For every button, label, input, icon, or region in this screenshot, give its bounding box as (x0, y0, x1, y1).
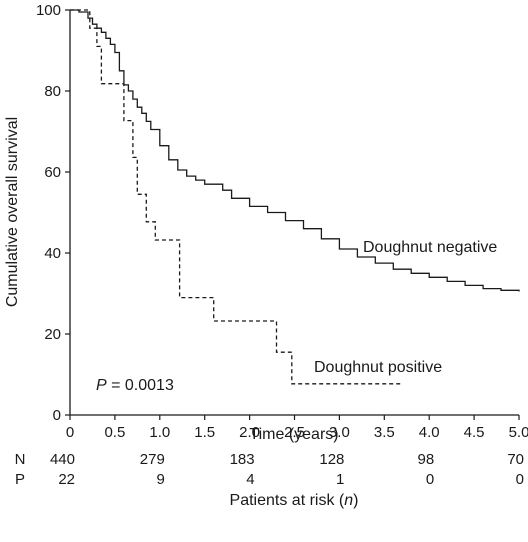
x-tick-label: 2.5 (284, 424, 305, 441)
series-line-doughnut-positive (70, 9, 403, 385)
x-tick-label: 0.5 (104, 424, 125, 441)
y-tick-label: 80 (44, 83, 61, 100)
at-risk-row-label: P (15, 471, 25, 488)
y-ticks: 0 20 40 60 80 100 (36, 2, 70, 424)
at-risk-cell: 22 (58, 471, 75, 488)
x-tick-label: 1.0 (149, 424, 170, 441)
at-risk-cell: 70 (507, 451, 524, 468)
x-tick-label: 2.0 (239, 424, 260, 441)
x-tick-label: 3.0 (329, 424, 350, 441)
p-value-text: = 0.0013 (107, 377, 174, 394)
p-value-annotation: P = 0.0013 (96, 377, 174, 394)
p-value-symbol: P (96, 377, 107, 394)
at-risk-cell: 279 (140, 451, 165, 468)
x-tick-label: 4.5 (464, 424, 485, 441)
at-risk-cell: 128 (319, 451, 344, 468)
at-risk-cell: 0 (516, 471, 524, 488)
x-tick-label: 4.0 (419, 424, 440, 441)
y-tick-label: 100 (36, 2, 61, 19)
at-risk-cell: 9 (156, 471, 164, 488)
axes (69, 10, 519, 416)
series-label-positive: Doughnut positive (314, 359, 442, 376)
x-tick-label: 0 (66, 424, 74, 441)
series-line-doughnut-negative (70, 9, 520, 292)
at-risk-table: N 440 279 183 128 98 70 P 22 9 4 1 0 0 (15, 451, 524, 488)
y-tick-label: 60 (44, 164, 61, 181)
at-risk-title-var: n (344, 492, 353, 509)
at-risk-cell: 440 (50, 451, 75, 468)
at-risk-cell: 183 (230, 451, 255, 468)
x-ticks: 0 0.5 1.0 1.5 2.0 2.5 3.0 3.5 4.0 4.5 5.0 (66, 415, 528, 441)
at-risk-title: Patients at risk (n) (230, 492, 359, 509)
x-tick-label: 3.5 (374, 424, 395, 441)
at-risk-title-end: ) (353, 492, 358, 509)
x-tick-label: 1.5 (194, 424, 215, 441)
at-risk-cell: 98 (418, 451, 435, 468)
at-risk-cell: 4 (246, 471, 254, 488)
series-lines (70, 9, 520, 385)
y-tick-label: 0 (53, 407, 61, 424)
y-axis-title: Cumulative overall survival (4, 117, 21, 307)
at-risk-cell: 0 (426, 471, 434, 488)
x-axis-title: Time (years) (249, 426, 338, 443)
at-risk-cell: 1 (336, 471, 344, 488)
at-risk-title-text: Patients at risk ( (230, 492, 345, 509)
y-tick-label: 40 (44, 245, 61, 262)
x-tick-label: 5.0 (509, 424, 528, 441)
series-label-negative: Doughnut negative (363, 239, 497, 256)
y-tick-label: 20 (44, 326, 61, 343)
at-risk-row-label: N (15, 451, 26, 468)
